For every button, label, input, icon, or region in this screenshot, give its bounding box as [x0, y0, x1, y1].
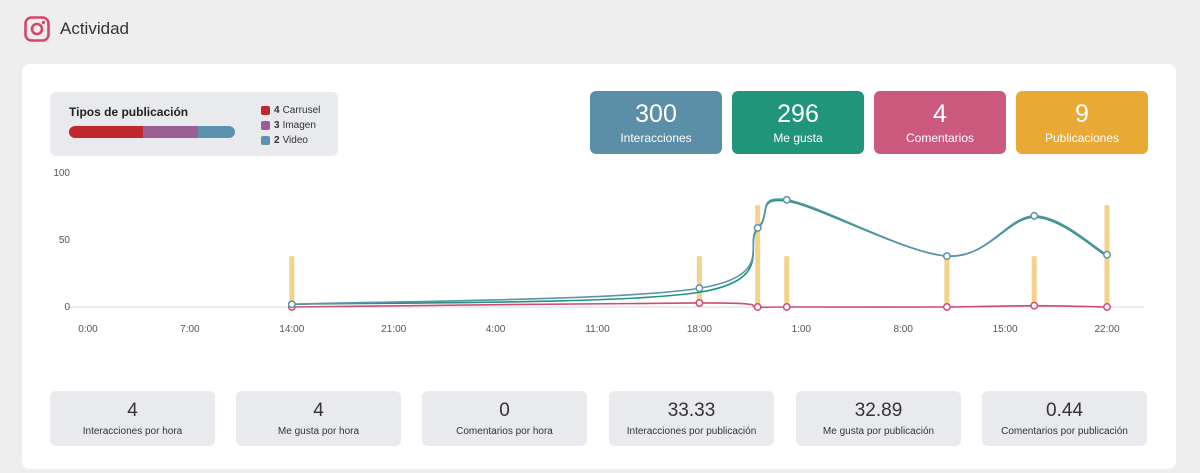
- metric-label: Interacciones por publicación: [626, 426, 757, 437]
- data-point-comentarios: [753, 303, 762, 311]
- post-marker-bar: [784, 256, 790, 307]
- data-point-interacciones: [695, 284, 704, 293]
- stat-label: Interacciones: [620, 131, 692, 145]
- y-tick-label: 100: [53, 168, 70, 179]
- metric-interacciones-por-hora: 4 Interacciones por hora: [50, 391, 215, 446]
- post-marker-bar: [1031, 256, 1037, 307]
- data-point-comentarios: [695, 299, 704, 307]
- metric-value: 32.89: [854, 400, 903, 421]
- legend-count: 4: [274, 105, 280, 116]
- metric-label: Comentarios por publicación: [1001, 426, 1128, 437]
- data-point-comentarios: [1030, 301, 1039, 310]
- post-marker-bar: [755, 205, 761, 307]
- x-tick-label: 7:00: [180, 324, 200, 335]
- legend-item-video: 2 Video: [261, 133, 320, 148]
- post-marker-bar: [696, 256, 702, 307]
- metric-label: Interacciones por hora: [82, 426, 183, 437]
- stat-label: Publicaciones: [1044, 131, 1120, 145]
- legend-swatch: [261, 136, 270, 145]
- legend-count: 2: [274, 135, 280, 146]
- data-point-interacciones: [1030, 211, 1039, 220]
- data-point-comentarios: [1103, 303, 1111, 311]
- data-point-interacciones: [942, 252, 951, 261]
- post-types-legend: 4 Carrusel 3 Imagen 2 Video: [261, 103, 320, 148]
- metric-value: 0.44: [1046, 400, 1083, 421]
- data-point-interacciones: [782, 195, 791, 204]
- series-line-me-gusta: [291, 199, 1108, 306]
- stat-me-gusta: 296 Me gusta: [732, 91, 864, 154]
- x-tick-label: 15:00: [993, 324, 1018, 335]
- legend-label: Imagen: [282, 120, 316, 131]
- post-type-segment-video: [198, 126, 235, 138]
- legend-item-carrusel: 4 Carrusel: [261, 103, 320, 118]
- post-types-bar: [69, 126, 235, 138]
- data-point-interacciones: [1103, 250, 1111, 259]
- activity-card: Tipos de publicación 4 Carrusel 3 Imagen 2 Vi…: [22, 64, 1176, 469]
- data-point-comentarios: [782, 303, 791, 311]
- y-tick-label: 50: [59, 235, 71, 246]
- data-point-comentarios: [942, 303, 951, 311]
- stat-interacciones: 300 Interacciones: [590, 91, 722, 154]
- metric-label: Comentarios por hora: [456, 426, 553, 437]
- x-tick-label: 11:00: [585, 324, 610, 335]
- legend-item-imagen: 3 Imagen: [261, 118, 320, 133]
- stat-value: 4: [933, 100, 947, 128]
- series-line-comentarios: [291, 302, 1108, 309]
- data-point-interacciones: [287, 300, 296, 309]
- post-type-segment-carrusel: [69, 126, 143, 138]
- metric-comentarios-por-publicacion: 0.44 Comentarios por publicación: [982, 391, 1147, 446]
- post-marker-bar: [289, 256, 295, 307]
- data-point-interacciones: [753, 223, 762, 232]
- stat-value: 9: [1075, 100, 1089, 128]
- stat-value: 296: [777, 100, 819, 128]
- legend-swatch: [261, 106, 270, 115]
- page-title: Actividad: [60, 19, 129, 38]
- x-tick-label: 1:00: [792, 324, 812, 335]
- post-types-title: Tipos de publicación: [69, 105, 189, 119]
- metric-label: Me gusta por hora: [277, 426, 360, 437]
- legend-label: Video: [282, 135, 308, 146]
- metric-value: 4: [313, 400, 324, 421]
- x-tick-label: 14:00: [279, 324, 304, 335]
- stat-publicaciones: 9 Publicaciones: [1016, 91, 1148, 154]
- x-tick-label: 8:00: [893, 324, 913, 335]
- x-tick-label: 22:00: [1094, 324, 1119, 335]
- metric-me-gusta-por-hora: 4 Me gusta por hora: [236, 391, 401, 446]
- stat-label: Me gusta: [773, 131, 823, 145]
- activity-chart: 100 50 0 0:00 7:00 14:00 21:00 4:00 11:00 18:00 1:…: [53, 168, 1144, 335]
- x-tick-label: 18:00: [687, 324, 712, 335]
- legend-swatch: [261, 121, 270, 130]
- metric-me-gusta-por-publicacion: 32.89 Me gusta por publicación: [796, 391, 961, 446]
- x-tick-label: 21:00: [381, 324, 406, 335]
- metric-label: Me gusta por publicación: [822, 426, 935, 437]
- post-type-segment-imagen: [142, 126, 199, 138]
- metric-value: 33.33: [667, 400, 716, 421]
- y-tick-label: 0: [64, 302, 70, 313]
- metric-interacciones-por-publicacion: 33.33 Interacciones por publicación: [609, 391, 774, 446]
- post-types-panel: Tipos de publicación 4 Carrusel 3 Imagen 2 Vi…: [50, 92, 338, 156]
- stat-label: Comentarios: [905, 131, 975, 145]
- metric-value: 4: [127, 400, 138, 421]
- page-header: Actividad: [24, 14, 129, 44]
- stat-comentarios: 4 Comentarios: [874, 91, 1006, 154]
- post-marker-bar: [944, 256, 950, 307]
- legend-label: Carrusel: [282, 105, 321, 116]
- x-tick-label: 0:00: [78, 324, 98, 335]
- series-line-interacciones: [291, 198, 1108, 306]
- instagram-icon: [24, 16, 50, 42]
- stat-value: 300: [635, 100, 677, 128]
- x-tick-label: 4:00: [486, 324, 506, 335]
- metric-comentarios-por-hora: 0 Comentarios por hora: [422, 391, 587, 446]
- metric-value: 0: [499, 400, 510, 421]
- legend-count: 3: [274, 120, 280, 131]
